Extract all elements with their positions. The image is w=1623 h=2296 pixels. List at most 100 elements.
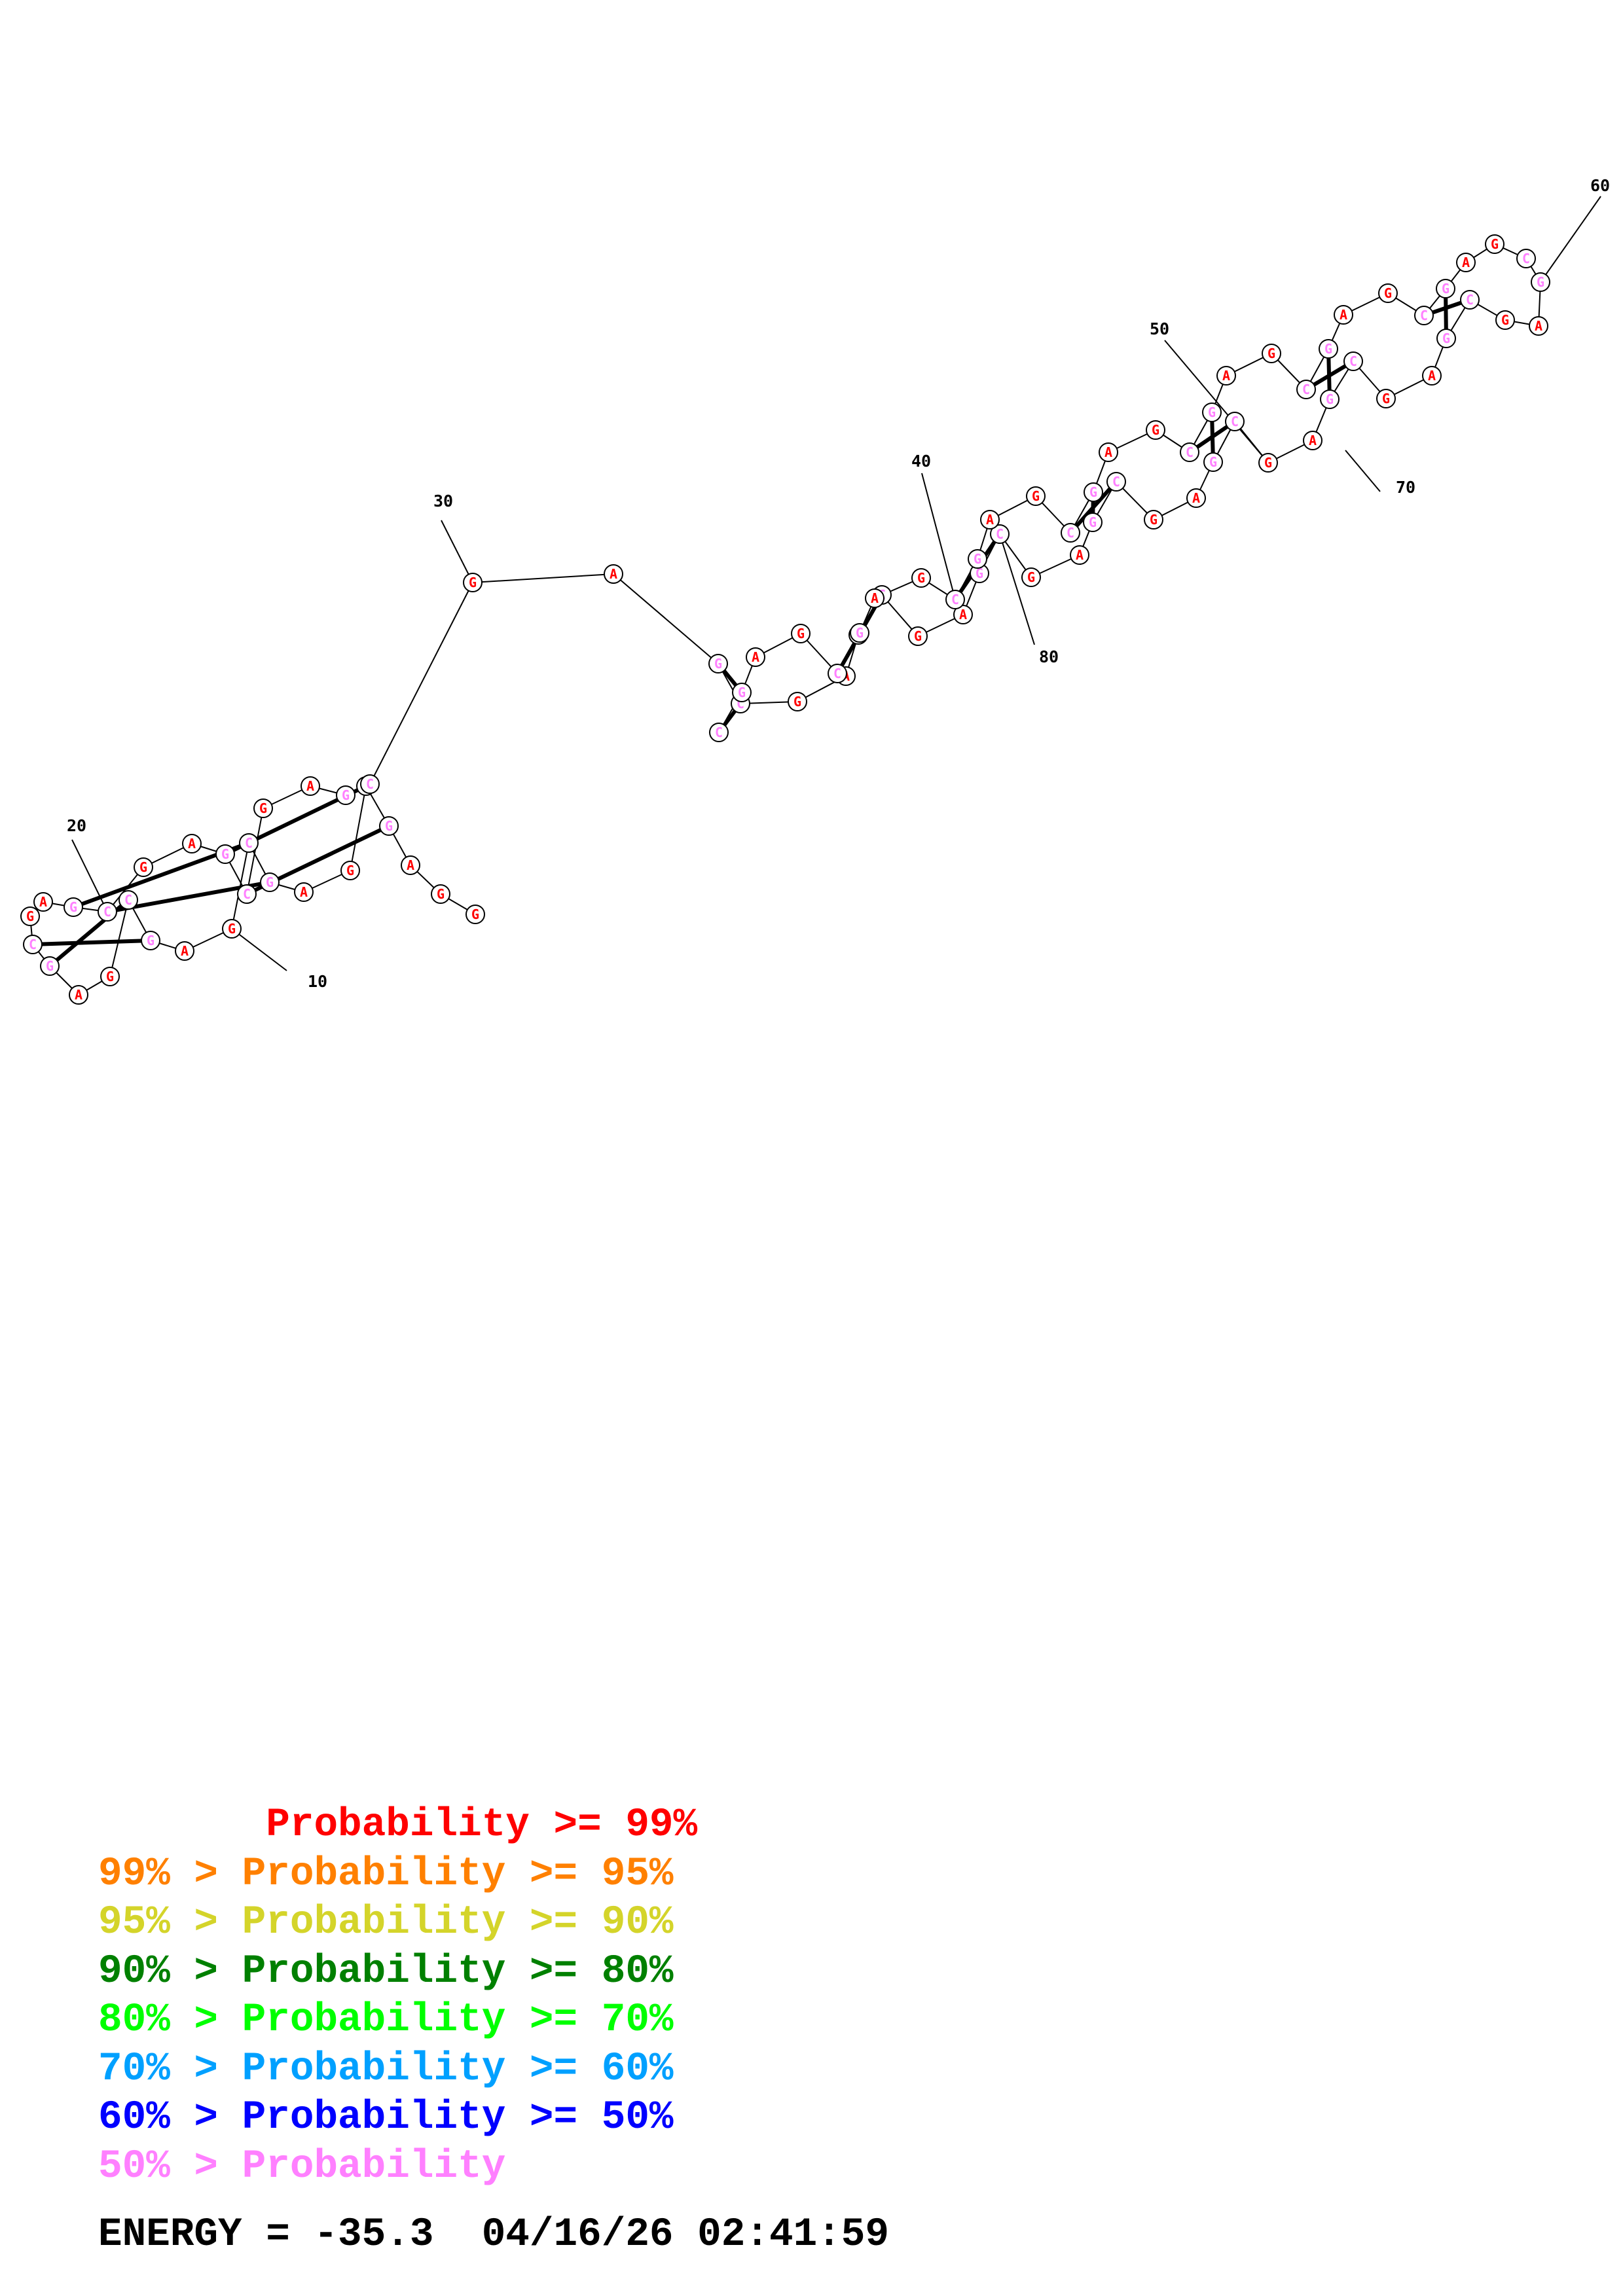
nucleotide-7: A bbox=[294, 882, 314, 902]
nucleotide-circle bbox=[463, 573, 483, 592]
nucleotide-47: A bbox=[1186, 488, 1206, 508]
nucleotide-base: G bbox=[1326, 391, 1334, 407]
nucleotide-circle bbox=[1485, 234, 1504, 254]
nucleotide-base: C bbox=[243, 886, 251, 902]
nucleotide-circle bbox=[1456, 253, 1476, 272]
nucleotide-87: A bbox=[746, 647, 765, 667]
position-tick bbox=[231, 928, 287, 971]
nucleotide-83: A bbox=[865, 588, 884, 608]
nucleotide-base: G bbox=[1150, 512, 1158, 528]
backbone-segment bbox=[109, 899, 129, 977]
nucleotide-circle bbox=[1376, 389, 1396, 408]
nucleotide-55: A bbox=[1422, 366, 1442, 386]
nucleotide-circle bbox=[1436, 329, 1456, 348]
nucleotide-base: A bbox=[39, 894, 47, 910]
nucleotide-circle bbox=[746, 647, 765, 667]
position-tick bbox=[1164, 340, 1269, 463]
nucleotide-base: C bbox=[1186, 444, 1194, 460]
nucleotide-44: G bbox=[1083, 512, 1103, 532]
nucleotide-65: C bbox=[1414, 306, 1434, 325]
nucleotide-base: G bbox=[917, 570, 925, 586]
nucleotide-base: C bbox=[996, 526, 1004, 542]
backbone-segment bbox=[350, 785, 367, 871]
nucleotide-circle bbox=[301, 776, 320, 796]
nucleotide-circle bbox=[1531, 272, 1550, 292]
nucleotide-circle bbox=[788, 692, 807, 711]
nucleotide-78: G bbox=[1026, 486, 1046, 506]
nucleotide-circle bbox=[1495, 310, 1515, 330]
nucleotide-base: G bbox=[714, 656, 722, 672]
nucleotide-base: G bbox=[221, 846, 229, 862]
backbone bbox=[29, 243, 1541, 996]
nucleotide-circle bbox=[239, 833, 259, 853]
nucleotide-base: G bbox=[1324, 341, 1332, 357]
nucleotide-74: G bbox=[1146, 420, 1165, 440]
nucleotide-50: G bbox=[1258, 453, 1278, 473]
nucleotide-base: A bbox=[306, 778, 314, 794]
legend-row-6: 70% > Probability >= 60% bbox=[98, 2046, 674, 2092]
nucleotide-circle bbox=[1378, 283, 1398, 303]
nucleotide-circle bbox=[20, 906, 40, 926]
nucleotide-19: A bbox=[33, 892, 53, 912]
nucleotide-69: C bbox=[1296, 380, 1316, 399]
position-tick bbox=[441, 520, 473, 583]
nucleotide-25: C bbox=[237, 884, 257, 904]
nucleotide-base: G bbox=[1382, 391, 1390, 406]
nucleotide-base: G bbox=[1152, 422, 1159, 438]
nucleotide-base: A bbox=[1104, 444, 1112, 460]
nucleotide-base: G bbox=[1027, 569, 1035, 585]
nucleotide-circle bbox=[260, 872, 280, 892]
nucleotide-base: A bbox=[959, 607, 967, 622]
nucleotide-circle bbox=[134, 857, 153, 877]
nucleotide-14: G bbox=[100, 967, 120, 986]
nucleotide-base: G bbox=[342, 787, 350, 803]
nucleotide-53: C bbox=[1343, 351, 1363, 371]
nucleotide-base: A bbox=[610, 566, 617, 582]
nucleotide-circle bbox=[33, 892, 53, 912]
nucleotide-base: G bbox=[1208, 404, 1216, 420]
legend-row-2: 99% > Probability >= 95% bbox=[98, 1851, 674, 1897]
position-label-30: 30 bbox=[433, 492, 453, 511]
nucleotide-49: C bbox=[1225, 412, 1245, 431]
nucleotide-20: G bbox=[64, 897, 83, 917]
nucleotide-38: G bbox=[908, 626, 928, 646]
nucleotide-circle bbox=[340, 861, 360, 880]
nucleotide-10: G bbox=[222, 919, 242, 939]
nucleotide-base: C bbox=[1420, 308, 1428, 323]
nucleotide-circle bbox=[968, 549, 987, 569]
nucleotide-57: C bbox=[1460, 290, 1480, 310]
nucleotide-circle bbox=[1083, 512, 1103, 532]
nucleotide-54: G bbox=[1376, 389, 1396, 408]
nucleotide-28: G bbox=[336, 785, 356, 805]
nucleotide-circle bbox=[401, 855, 420, 875]
nucleotide-base: A bbox=[1222, 368, 1230, 384]
nucleotide-26: G bbox=[253, 798, 273, 818]
nucleotide-base: C bbox=[1231, 414, 1239, 429]
nucleotide-base: G bbox=[976, 565, 983, 581]
nucleotide-circle bbox=[64, 897, 83, 917]
nucleotide-base: G bbox=[1089, 514, 1097, 530]
nucleotide-48: G bbox=[1203, 452, 1223, 472]
nucleotide-31: A bbox=[604, 564, 623, 584]
base-pair-bond bbox=[32, 939, 151, 946]
nucleotide-circle bbox=[1144, 510, 1163, 529]
nucleotide-4: G bbox=[379, 816, 399, 836]
nucleotide-base: A bbox=[1428, 368, 1436, 384]
position-label-50: 50 bbox=[1150, 319, 1169, 338]
nucleotide-circle bbox=[465, 905, 485, 924]
nucleotide-circle bbox=[708, 654, 728, 673]
backbone-segment bbox=[369, 582, 473, 785]
nucleotide-21: C bbox=[98, 902, 117, 922]
nucleotide-circle bbox=[431, 884, 450, 904]
position-ticks: 10 20 30 40 50 60 70 80 bbox=[67, 176, 1610, 991]
nucleotide-circle bbox=[850, 623, 869, 643]
nucleotide-circle bbox=[222, 919, 242, 939]
nucleotide-34: G bbox=[788, 692, 807, 711]
nucleotide-base: G bbox=[471, 906, 479, 922]
nucleotide-24: G bbox=[215, 844, 235, 864]
nucleotide-circle bbox=[23, 935, 43, 954]
nucleotide-59: A bbox=[1529, 316, 1548, 336]
nucleotide-base: G bbox=[914, 628, 922, 644]
nucleotide-circle bbox=[1203, 452, 1223, 472]
nucleotide-circle bbox=[40, 956, 60, 976]
